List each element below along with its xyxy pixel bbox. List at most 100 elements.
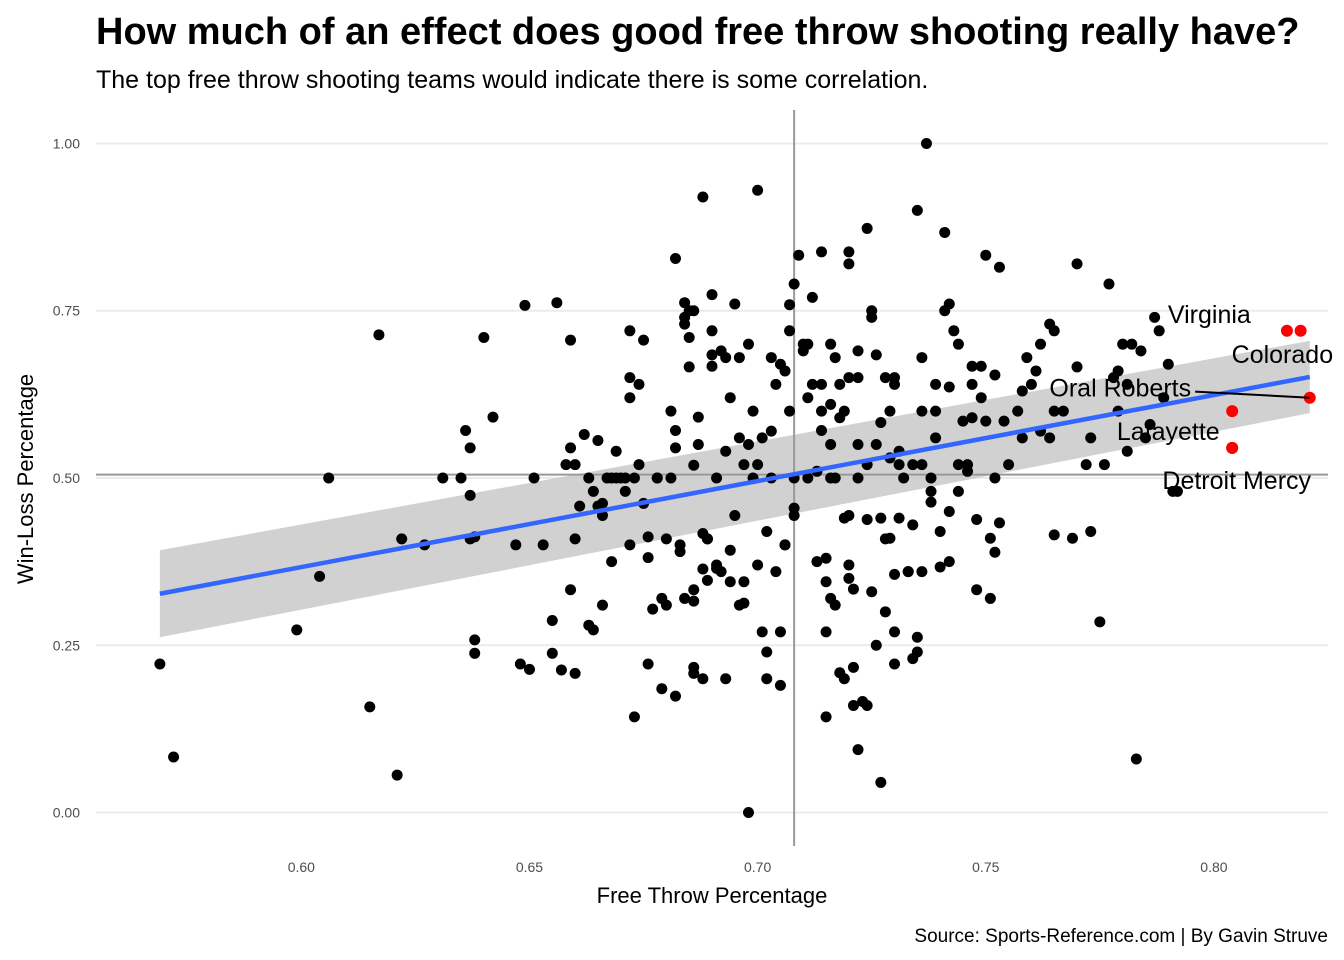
data-point [1144, 418, 1156, 430]
data-point [619, 485, 631, 497]
data-point [168, 751, 180, 763]
data-point [738, 597, 750, 609]
data-point [373, 329, 385, 341]
data-point [902, 566, 914, 578]
data-points [154, 137, 1183, 819]
data-point [966, 378, 978, 390]
data-point [688, 305, 700, 317]
data-point [660, 533, 672, 545]
data-point [925, 496, 937, 508]
data-point [966, 360, 978, 372]
data-point [1035, 338, 1047, 350]
data-point [802, 472, 814, 484]
data-point [546, 647, 558, 659]
data-point [1153, 325, 1165, 337]
data-point [984, 532, 996, 544]
data-point [697, 563, 709, 575]
confidence-band-area [159, 340, 1310, 638]
data-point [756, 626, 768, 638]
data-point [916, 405, 928, 417]
data-point [980, 415, 992, 427]
data-point [907, 519, 919, 531]
data-point [669, 424, 681, 436]
data-point [1098, 459, 1110, 471]
data-point [957, 415, 969, 427]
data-point [788, 278, 800, 290]
data-point [610, 445, 622, 457]
data-point [779, 365, 791, 377]
data-point [1003, 459, 1015, 471]
data-point [1126, 338, 1138, 350]
data-point [765, 352, 777, 364]
data-point [1171, 485, 1183, 497]
x-tick-label: 0.80 [1200, 859, 1227, 875]
y-tick-label: 0.00 [53, 805, 80, 821]
data-point [1025, 378, 1037, 390]
data-point [930, 378, 942, 390]
data-point [743, 338, 755, 350]
data-point [628, 711, 640, 723]
data-point [720, 445, 732, 457]
data-point [952, 338, 964, 350]
data-point [519, 299, 531, 311]
data-point [761, 646, 773, 658]
data-point [469, 634, 481, 646]
data-point [852, 372, 864, 384]
data-point [697, 191, 709, 203]
data-point [847, 661, 859, 673]
data-point [925, 472, 937, 484]
data-point [788, 509, 800, 521]
data-point [688, 584, 700, 596]
data-point [464, 442, 476, 454]
data-point [1016, 432, 1028, 444]
data-point [889, 568, 901, 580]
data-point [838, 405, 850, 417]
data-point [907, 459, 919, 471]
data-point [816, 246, 828, 258]
data-point [642, 531, 654, 543]
data-point [879, 606, 891, 618]
data-point [720, 352, 732, 364]
data-point [291, 624, 303, 636]
data-point [980, 249, 992, 261]
data-point [656, 683, 668, 695]
data-point [1121, 445, 1133, 457]
highlighted-point [1280, 324, 1293, 337]
data-point [724, 392, 736, 404]
data-point [1048, 529, 1060, 541]
data-point [1094, 616, 1106, 628]
data-point [555, 664, 567, 676]
data-point [487, 411, 499, 423]
y-axis-title: Win-Loss Percentage [13, 374, 38, 584]
x-axis-ticks: 0.60 0.65 0.70 0.75 0.80 [288, 859, 1228, 875]
data-point [925, 485, 937, 497]
data-point [743, 439, 755, 451]
data-point [930, 432, 942, 444]
data-point [1085, 432, 1097, 444]
data-point [920, 137, 932, 149]
data-point [879, 372, 891, 384]
data-point [638, 334, 650, 346]
data-point [861, 222, 873, 234]
data-point [642, 552, 654, 564]
data-point [624, 392, 636, 404]
data-point [829, 599, 841, 611]
data-point [870, 349, 882, 361]
data-point [866, 586, 878, 598]
data-point [943, 556, 955, 568]
data-point [729, 298, 741, 310]
data-point [1021, 352, 1033, 364]
data-point [870, 439, 882, 451]
data-point [875, 416, 887, 428]
data-point [669, 690, 681, 702]
data-point [396, 533, 408, 545]
data-point [1149, 311, 1161, 323]
data-point [975, 392, 987, 404]
y-tick-label: 0.25 [53, 637, 80, 653]
data-point [847, 583, 859, 595]
data-point [838, 673, 850, 685]
data-point [706, 325, 718, 337]
data-point [665, 472, 677, 484]
data-point [1012, 405, 1024, 417]
data-point [898, 472, 910, 484]
